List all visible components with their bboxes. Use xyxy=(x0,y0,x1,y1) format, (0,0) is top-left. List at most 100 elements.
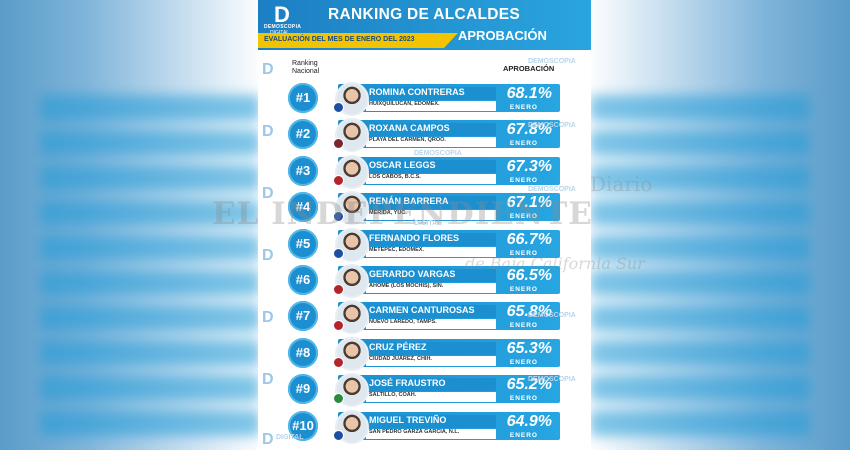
rank-badge: #3 xyxy=(288,155,318,186)
party-logo-icon xyxy=(333,174,344,186)
name-strip xyxy=(366,341,496,355)
mayor-location: AHOME (LOS MOCHIS), SIN. xyxy=(369,283,444,289)
mayor-name: ROXANA CAMPOS xyxy=(369,123,450,134)
mayor-name: MIGUEL TREVIÑO xyxy=(369,414,447,425)
rank-label-line1: Ranking xyxy=(292,60,318,67)
logo-letter: D xyxy=(274,2,290,27)
approval-percentage: 65.3% xyxy=(506,339,552,357)
location-strip xyxy=(366,137,496,148)
mayor-location: PLAYA DEL CARMEN, QROO. xyxy=(369,137,446,144)
party-logo-icon xyxy=(333,356,344,368)
watermark-text: DEMOSCOPIA xyxy=(528,186,576,193)
location-strip xyxy=(366,428,496,439)
location-strip xyxy=(366,283,496,293)
approval-bar: MIGUEL TREVIÑO SAN PEDRO GARZA GARCIA, N… xyxy=(338,411,560,440)
poster-subtitle: EVALUACIÓN DEL MES DE ENERO DEL 2023 xyxy=(264,36,415,43)
mayor-name: GERARDO VARGAS xyxy=(369,269,456,279)
demoscopia-logo: D DEMOSCOPIA DIGITAL xyxy=(264,2,304,36)
mayor-photo xyxy=(335,409,369,444)
name-strip xyxy=(366,159,496,173)
newspaper-overlay-1: Diario xyxy=(590,172,653,196)
mayor-location: MÉRIDA, YUC. xyxy=(369,210,407,217)
name-strip xyxy=(366,87,496,100)
month-label: ENERO xyxy=(509,249,538,257)
subtitle-banner xyxy=(258,33,458,48)
month-label: ENERO xyxy=(509,104,538,111)
location-strip xyxy=(366,210,496,221)
location-strip xyxy=(366,319,496,330)
watermark-text: DEMOSCOPIA xyxy=(528,58,576,65)
watermark-text: DEMOSCOPIA xyxy=(414,150,462,157)
mayor-name: JOSÉ FRAUSTRO xyxy=(369,378,446,389)
month-label: ENERO xyxy=(509,213,538,221)
mayor-name: CRUZ PÉREZ xyxy=(369,341,427,352)
month-label: ENERO xyxy=(509,358,538,366)
mayor-name: ROMINA CONTRERAS xyxy=(369,87,465,97)
mayor-photo xyxy=(335,82,369,116)
name-strip xyxy=(366,196,496,210)
mayor-name: FERNANDO FLORES xyxy=(369,232,459,243)
mayor-location: HUIXQUILUCAN, EDOMEX. xyxy=(369,101,440,107)
approval-bar: JOSÉ FRAUSTRO SALTILLO, COAH. 65.2% ENER… xyxy=(338,375,560,404)
location-strip xyxy=(366,101,496,111)
watermark-text: DEMOSCOPIA xyxy=(528,376,576,383)
party-logo-icon xyxy=(333,247,344,259)
location-strip xyxy=(366,173,496,184)
location-strip xyxy=(366,246,496,257)
name-strip xyxy=(366,269,496,282)
ranking-row: #4 RENÁN BARRERA MÉRIDA, YUC. 67.1% ENER… xyxy=(288,190,560,226)
ranking-row: #6 GERARDO VARGAS AHOME (LOS MOCHIS), SI… xyxy=(288,263,560,298)
watermark-text: DIGITAL xyxy=(276,434,304,441)
watermark-text: DEMOSCOPIA xyxy=(528,122,576,129)
month-label: ENERO xyxy=(509,431,538,439)
approval-percentage: 65.2% xyxy=(506,376,552,394)
ranking-row: #3 OSCAR LEGGS LOS CABOS, B.C.S. 67.3% E… xyxy=(288,154,560,189)
watermark-logo-icon: D xyxy=(262,371,274,388)
ranking-row: #1 ROMINA CONTRERAS HUIXQUILUCAN, EDOMEX… xyxy=(288,81,560,116)
rank-badge: #10 xyxy=(288,410,318,441)
party-logo-icon xyxy=(333,429,344,441)
party-logo-icon xyxy=(333,211,344,223)
rank-badge: #5 xyxy=(288,228,318,259)
approval-percentage: 67.3% xyxy=(506,157,552,175)
rank-badge: #4 xyxy=(288,192,318,223)
mayor-location: SAN PEDRO GARZA GARCIA, N.L. xyxy=(369,428,460,435)
approval-percentage: 67.1% xyxy=(506,194,552,212)
approval-bar: CRUZ PÉREZ CIUDAD JUÁREZ, CHIH. 65.3% EN… xyxy=(338,338,560,367)
ranking-row: #9 JOSÉ FRAUSTRO SALTILLO, COAH. 65.2% E… xyxy=(288,372,560,408)
approval-percentage: 67.8% xyxy=(506,121,552,139)
approval-bar: FERNANDO FLORES METEPEC, EDOMEX. 66.7% E… xyxy=(338,229,560,258)
mayor-name: OSCAR LEGGS xyxy=(369,159,436,170)
approval-bar: GERARDO VARGAS AHOME (LOS MOCHIS), SIN. … xyxy=(338,266,560,294)
approval-percentage: 64.9% xyxy=(506,412,552,430)
ranking-poster: D DEMOSCOPIA DIGITAL RANKING DE ALCALDES… xyxy=(258,0,591,450)
approval-column-label: APROBACIÓN xyxy=(503,64,555,73)
mayor-photo xyxy=(335,227,369,262)
month-label: ENERO xyxy=(509,286,538,293)
watermark-logo-icon: D xyxy=(262,185,274,202)
ranking-row: #2 ROXANA CAMPOS PLAYA DEL CARMEN, QROO.… xyxy=(288,117,560,153)
rank-badge: #8 xyxy=(288,337,318,368)
name-strip xyxy=(366,305,496,319)
rank-label-line2: Nacional xyxy=(292,68,320,75)
mayor-location: CIUDAD JUÁREZ, CHIH. xyxy=(369,355,432,362)
name-strip xyxy=(366,378,496,392)
approval-percentage: 65.8% xyxy=(506,303,552,321)
approval-percentage: 68.1% xyxy=(506,85,552,102)
party-logo-icon xyxy=(333,393,344,405)
rank-badge: #6 xyxy=(288,265,318,295)
mayor-name: CARMEN CANTUROSAS xyxy=(369,305,475,316)
poster-title: RANKING DE ALCALDES xyxy=(328,6,520,23)
party-logo-icon xyxy=(333,320,344,332)
watermark-logo-icon: D xyxy=(262,431,274,448)
mayor-location: LOS CABOS, B.C.S. xyxy=(369,173,421,180)
name-strip xyxy=(366,414,496,428)
poster-header: D DEMOSCOPIA DIGITAL RANKING DE ALCALDES… xyxy=(258,0,591,50)
watermark-logo-icon: D xyxy=(262,123,274,140)
watermark-logo-icon: D xyxy=(262,61,274,78)
mayor-location: SALTILLO, COAH. xyxy=(369,392,417,399)
month-label: ENERO xyxy=(509,395,538,403)
ranking-row: #8 CRUZ PÉREZ CIUDAD JUÁREZ, CHIH. 65.3%… xyxy=(288,336,560,371)
mayor-location: NUEVO LAREDO, TAMPS. xyxy=(369,319,437,326)
name-strip xyxy=(366,232,496,246)
